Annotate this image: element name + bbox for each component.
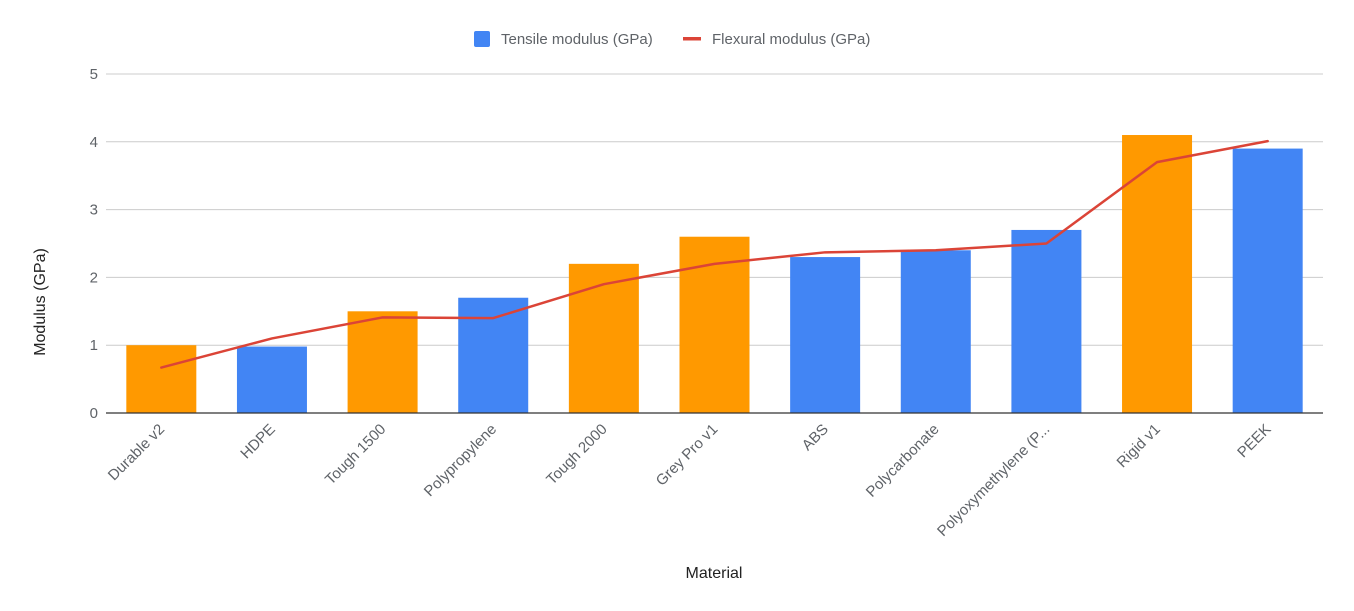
- y-tick-label: 3: [90, 202, 98, 219]
- y-axis-title: Modulus (GPa): [32, 248, 49, 356]
- x-tick-label: PEEK: [1234, 421, 1274, 461]
- x-tick-label: Tough 2000: [543, 421, 610, 488]
- bar: [347, 311, 418, 413]
- legend: Tensile modulus (GPa) Flexural modulus (…: [474, 31, 870, 48]
- x-tick-label: Polyoxymethylene (P...: [934, 421, 1053, 540]
- bar: [568, 263, 639, 413]
- x-tick-label: ABS: [799, 421, 832, 454]
- legend-swatch-tensile: [474, 31, 490, 47]
- bar: [126, 345, 197, 413]
- x-tick-label: Durable v2: [105, 421, 168, 484]
- legend-swatch-flexural: [683, 37, 701, 41]
- y-tick-label: 2: [90, 269, 98, 286]
- line-layer: [160, 139, 1269, 369]
- x-tick-label: Polypropylene: [421, 421, 500, 500]
- legend-label-flexural: Flexural modulus (GPa): [712, 31, 870, 48]
- bar: [1011, 229, 1082, 413]
- y-tick-label: 5: [90, 66, 98, 83]
- y-tick-label: 0: [90, 405, 98, 422]
- grid-layer: [106, 73, 1323, 346]
- y-tick-label: 1: [90, 337, 98, 354]
- bars-layer: [126, 135, 1303, 413]
- bar: [1122, 135, 1193, 413]
- x-tick-label: Tough 1500: [322, 421, 389, 488]
- x-tick-label: HDPE: [237, 421, 278, 462]
- x-tick-label: Rigid v1: [1114, 421, 1164, 471]
- x-axis-title: Material: [686, 565, 743, 582]
- y-tick-label: 4: [90, 134, 98, 151]
- bar: [1232, 148, 1303, 413]
- x-tick-label: Grey Pro v1: [653, 421, 722, 490]
- legend-label-tensile: Tensile modulus (GPa): [501, 31, 653, 48]
- flexural-modulus-line: [160, 139, 1269, 369]
- bar: [900, 250, 971, 413]
- bar: [236, 346, 307, 413]
- bar: [679, 236, 750, 413]
- x-tick-label: Polycarbonate: [863, 421, 943, 501]
- bar: [458, 297, 529, 413]
- bar: [790, 257, 861, 413]
